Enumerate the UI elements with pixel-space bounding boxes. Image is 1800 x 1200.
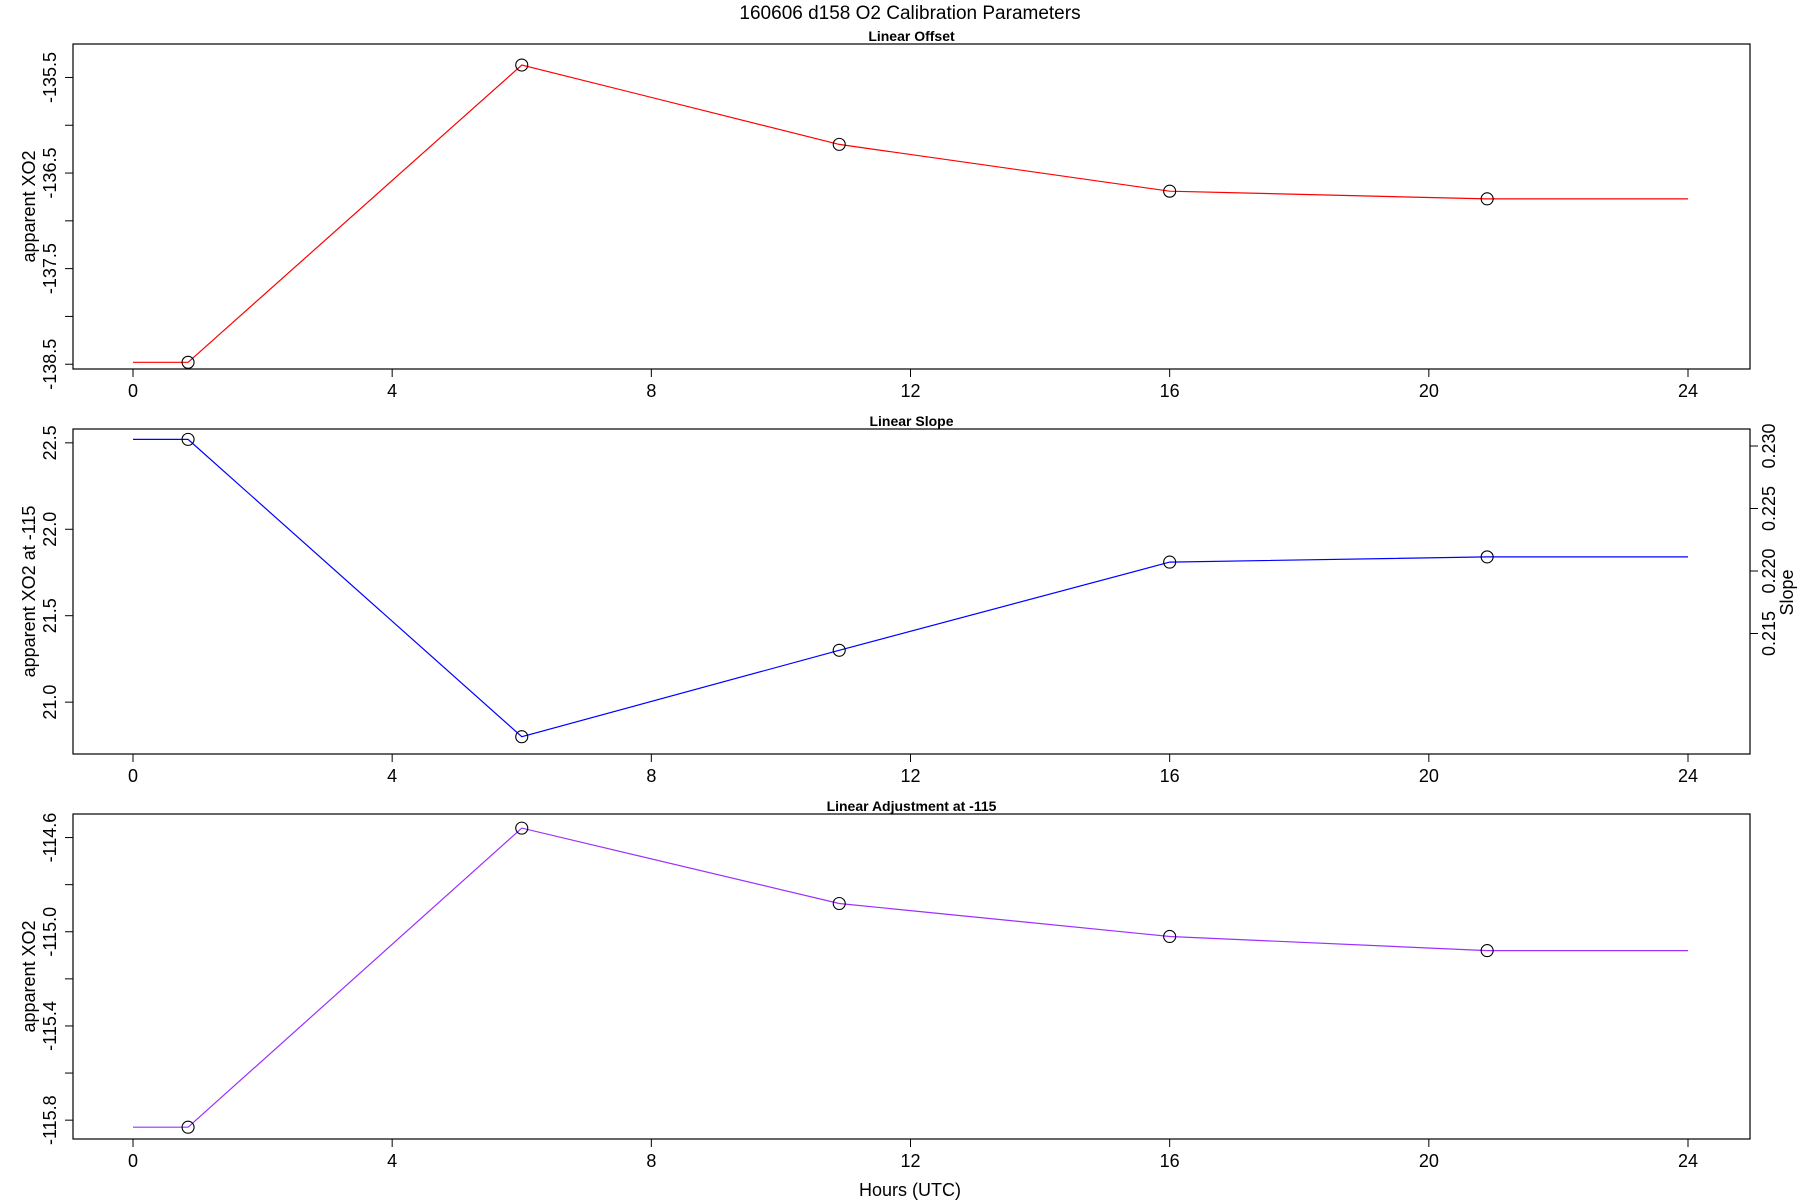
y-tick-label: 21.0 — [40, 685, 60, 720]
data-point — [1163, 929, 1177, 944]
data-point — [832, 643, 846, 657]
series-line — [133, 64, 1688, 363]
data-point — [181, 355, 195, 369]
data-point — [181, 1120, 195, 1134]
data-point — [181, 432, 195, 446]
x-tick-label: 24 — [1678, 766, 1698, 786]
series-line — [133, 438, 1688, 738]
x-tick-label: 20 — [1419, 381, 1439, 401]
chart-panel-2: Linear Slope 0 4 8 12 16 20 24 21.0 21.5 22.0 22.5 a… — [19, 413, 1797, 786]
panel-title: Linear Offset — [868, 28, 955, 44]
x-tick-label: 12 — [900, 381, 920, 401]
chart-panel-1: Linear Offset 0 4 8 12 16 20 24 -138.5 -137.5 -136… — [19, 28, 1751, 401]
plot-frame — [72, 43, 1751, 370]
y-tick-label: 21.5 — [40, 598, 60, 633]
y-tick-label: -115.4 — [40, 1001, 60, 1051]
y-tick-label: -115.0 — [40, 907, 60, 957]
x-tick-label: 8 — [646, 381, 656, 401]
right-y-tick-label: 0.215 — [1759, 611, 1779, 656]
data-point — [832, 896, 846, 911]
plot-frame — [72, 428, 1751, 755]
x-tick-label: 20 — [1419, 766, 1439, 786]
x-tick-label: 4 — [387, 381, 397, 401]
x-tick-label: 16 — [1160, 381, 1180, 401]
panel-title: Linear Adjustment at -115 — [827, 798, 997, 814]
y-tick-label: -138.5 — [40, 339, 60, 390]
figure-title: 160606 d158 O2 Calibration Parameters — [739, 3, 1080, 24]
data-point — [1480, 944, 1494, 958]
right-y-tick-label: 0.230 — [1759, 423, 1779, 468]
x-tick-label: 20 — [1419, 1151, 1439, 1171]
x-tick-label: 0 — [128, 381, 138, 401]
data-point — [515, 730, 529, 744]
y-tick-label: -137.5 — [40, 243, 60, 294]
series-line — [133, 827, 1688, 1128]
y-axis-label: apparent XO2 — [19, 920, 39, 1032]
y-axis-label: apparent XO2 — [19, 150, 39, 262]
y-axis-label: apparent XO2 at -115 — [19, 506, 39, 678]
y-tick-label: 22.0 — [40, 512, 60, 547]
x-tick-label: 16 — [1160, 766, 1180, 786]
data-point — [515, 821, 529, 835]
right-y-axis-label: Slope — [1777, 569, 1797, 615]
data-point — [515, 58, 529, 72]
y-tick-label: -115.8 — [40, 1095, 60, 1145]
chart-panel-3: Linear Adjustment at -115 0 4 8 12 16 20 24 -115… — [19, 798, 1751, 1171]
y-tick-label: -135.5 — [40, 52, 60, 103]
x-tick-label: 4 — [387, 1151, 397, 1171]
panel-title: Linear Slope — [869, 413, 953, 429]
x-tick-label: 24 — [1678, 381, 1698, 401]
x-tick-label: 12 — [900, 1151, 920, 1171]
data-point — [1480, 192, 1494, 206]
x-tick-label: 8 — [646, 1151, 656, 1171]
data-point — [832, 137, 846, 151]
x-tick-label: 16 — [1160, 1151, 1180, 1171]
x-tick-label: 8 — [646, 766, 656, 786]
data-point — [1163, 555, 1177, 569]
x-tick-label: 4 — [387, 766, 397, 786]
x-tick-label: 0 — [128, 766, 138, 786]
x-tick-label: 24 — [1678, 1151, 1698, 1171]
y-tick-label: 22.5 — [40, 425, 60, 460]
right-y-tick-label: 0.225 — [1759, 486, 1779, 531]
plot-frame — [72, 813, 1751, 1140]
data-point — [1163, 184, 1177, 198]
y-tick-label: -114.6 — [40, 813, 60, 863]
y-tick-label: -136.5 — [40, 148, 60, 199]
data-point — [1480, 550, 1494, 564]
right-y-tick-label: 0.220 — [1759, 548, 1779, 593]
x-tick-label: 12 — [900, 766, 920, 786]
x-tick-label: 0 — [128, 1151, 138, 1171]
panels: Linear Offset 0 4 8 12 16 20 24 -138.5 -137.5 -136… — [19, 28, 1797, 1171]
x-axis-label: Hours (UTC) — [859, 1180, 961, 1200]
